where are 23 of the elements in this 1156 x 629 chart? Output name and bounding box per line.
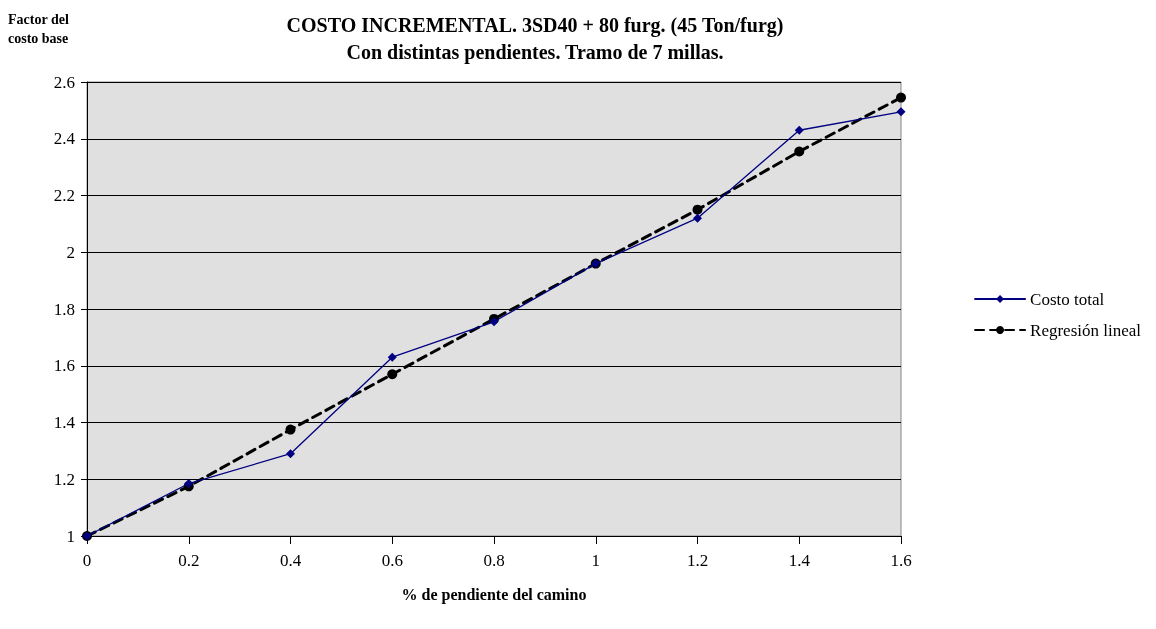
x-tick-label: 1	[591, 551, 600, 570]
x-tick-label: 1.4	[788, 551, 811, 570]
y-tick-label: 1.2	[53, 469, 75, 489]
x-tick-label: 1.6	[890, 551, 912, 570]
y-tick-label: 2.4	[53, 129, 76, 149]
x-tick-label: 0.6	[381, 551, 403, 570]
x-tick-label: 0.2	[178, 551, 200, 570]
y-tick-label: 2.6	[53, 72, 75, 92]
y-tick-label: 1.6	[53, 356, 75, 376]
y-tick-label: 1	[66, 526, 75, 546]
chart-title: COSTO INCREMENTAL. 3SD40 + 80 furg. (45 Ton/furg) Con distintas pendientes. Tramo de 7 millas.	[286, 13, 784, 64]
x-tick-label: 1.2	[686, 551, 709, 570]
x-tick-label: 0.8	[483, 551, 505, 570]
x-axis-title: % de pendiente del camino	[401, 585, 587, 604]
y-tick-label: 1.4	[53, 413, 76, 432]
y-axis-title: Factor del costo base	[8, 12, 69, 46]
y-tick-label: 2.2	[53, 186, 75, 205]
x-tick-label: 0	[82, 551, 92, 570]
x-tick-label: 0.4	[279, 551, 302, 570]
y-tick-label: 2	[66, 242, 75, 262]
y-tick-label: 1.8	[53, 299, 75, 319]
legend-label: Regresión lineal	[1030, 320, 1142, 340]
legend-label: Costo total	[1030, 289, 1105, 309]
